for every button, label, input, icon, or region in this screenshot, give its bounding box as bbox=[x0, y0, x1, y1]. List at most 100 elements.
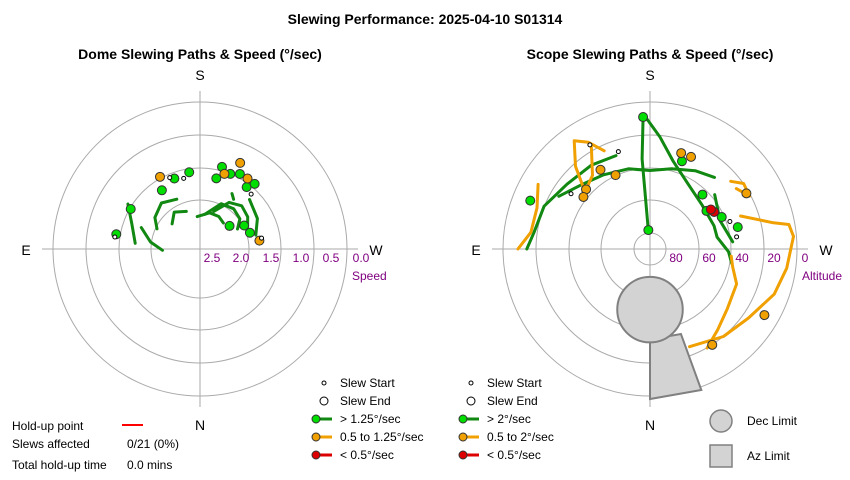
radial-tick-label: 0 bbox=[802, 251, 809, 265]
slew-path bbox=[203, 202, 242, 231]
slew-path bbox=[572, 139, 606, 198]
legend-end-symbol bbox=[319, 396, 329, 406]
slew-path bbox=[170, 209, 188, 226]
slew-path bbox=[640, 115, 650, 232]
legend-label: Slew End bbox=[340, 394, 391, 408]
legend-label: Az Limit bbox=[747, 449, 790, 463]
az-limit-wedge bbox=[649, 332, 703, 401]
scope-cardinal-bottom: N bbox=[645, 417, 655, 433]
slew-speed-marker bbox=[219, 168, 230, 179]
radial-tick-label: 1.5 bbox=[263, 251, 280, 265]
slew-path bbox=[516, 182, 540, 251]
dome-legend: Slew Start Slew End > 1.25°/sec 0.5 to 1.25… bbox=[311, 376, 424, 462]
slew-speed-marker bbox=[741, 188, 752, 199]
slew-end-marker bbox=[568, 191, 574, 197]
legend-dot-symbol bbox=[311, 450, 321, 460]
slew-end-marker bbox=[181, 175, 187, 181]
slew-path bbox=[643, 115, 734, 265]
legend-dec-limit-symbol bbox=[709, 409, 733, 433]
slew-path bbox=[525, 154, 618, 251]
radial-tick-label: 20 bbox=[767, 251, 781, 265]
dome-radial-ticks: 2.5 2.0 1.5 1.0 0.5 0.0 bbox=[204, 251, 370, 265]
dome-panel-title: Dome Slewing Paths & Speed (°/sec) bbox=[78, 46, 322, 62]
legend-dot-symbol bbox=[458, 450, 468, 460]
legend-label: Slew End bbox=[487, 394, 538, 408]
legend-label: > 2°/sec bbox=[487, 412, 531, 426]
slew-speed-marker bbox=[211, 173, 222, 184]
slew-speed-marker bbox=[242, 173, 253, 184]
dome-cardinal-left: E bbox=[21, 242, 30, 258]
slew-speed-marker bbox=[676, 156, 687, 167]
legend-dot-symbol bbox=[311, 414, 321, 424]
slew-path bbox=[195, 211, 225, 225]
slew-path bbox=[705, 254, 739, 350]
radial-tick-label: 40 bbox=[735, 251, 749, 265]
dome-cardinal-right: W bbox=[369, 242, 383, 258]
legend-start-symbol bbox=[468, 380, 474, 386]
legend-label: Slew Start bbox=[487, 376, 542, 390]
dome-polar-grid bbox=[42, 91, 358, 407]
legend-label: 0.5 to 2°/sec bbox=[487, 430, 554, 444]
scope-cardinal-left: E bbox=[471, 242, 480, 258]
dec-limit-circle bbox=[616, 275, 684, 344]
slew-speed-marker bbox=[707, 339, 718, 350]
scope-panel: Scope Slewing Paths & Speed (°/sec) 80 60… bbox=[471, 46, 842, 433]
slew-speed-marker bbox=[759, 310, 770, 321]
slew-speed-marker bbox=[732, 222, 743, 233]
slew-speed-marker bbox=[697, 189, 708, 200]
slew-speed-marker bbox=[235, 157, 246, 168]
radial-tick-label: 2.5 bbox=[204, 251, 221, 265]
dome-slew-paths bbox=[126, 192, 259, 252]
slew-speed-marker bbox=[224, 220, 235, 231]
slew-speed-marker bbox=[125, 204, 136, 214]
legend-label: 0.5 to 1.25°/sec bbox=[340, 430, 424, 444]
radial-tick-label: 2.0 bbox=[233, 251, 250, 265]
slew-end-marker bbox=[248, 191, 254, 197]
slew-speed-marker bbox=[249, 178, 260, 189]
legend-label: < 0.5°/sec bbox=[340, 448, 394, 462]
scope-panel-title: Scope Slewing Paths & Speed (°/sec) bbox=[527, 46, 774, 62]
slews-affected-value: 0/21 (0%) bbox=[127, 437, 179, 451]
slew-speed-marker bbox=[716, 212, 727, 223]
total-holdup-value: 0.0 mins bbox=[127, 458, 172, 472]
slew-end-marker bbox=[112, 234, 118, 240]
legend-az-limit-symbol bbox=[709, 444, 733, 468]
slew-speed-marker bbox=[610, 170, 621, 181]
holdup-info: Hold-up point Slews affected 0/21 (0%) T… bbox=[12, 419, 179, 472]
legend-dot-symbol bbox=[458, 432, 468, 442]
slew-path bbox=[248, 198, 259, 237]
slew-speed-marker bbox=[638, 112, 649, 123]
slew-end-marker bbox=[727, 218, 733, 224]
legend-dot-symbol bbox=[458, 414, 468, 424]
holdup-point-label: Hold-up point bbox=[12, 419, 84, 433]
scope-slew-paths bbox=[516, 115, 795, 350]
slew-speed-marker bbox=[525, 195, 536, 206]
slew-path bbox=[153, 197, 179, 231]
radial-tick-label: 1.0 bbox=[293, 251, 310, 265]
legend-dot-symbol bbox=[311, 432, 321, 442]
scope-legend: Slew Start Slew End > 2°/sec 0.5 to 2°/sec <… bbox=[458, 376, 554, 462]
dome-cardinal-top: S bbox=[195, 67, 204, 83]
legend-label: > 1.25°/sec bbox=[340, 412, 401, 426]
slew-speed-marker bbox=[578, 191, 589, 202]
radial-tick-label: 80 bbox=[669, 251, 683, 265]
slew-end-marker bbox=[259, 235, 265, 241]
slew-speed-marker bbox=[184, 167, 195, 178]
slew-speed-marker bbox=[239, 220, 250, 231]
slew-end-marker bbox=[167, 175, 173, 181]
scope-limits bbox=[616, 275, 703, 401]
legend-label: Slew Start bbox=[340, 376, 395, 390]
slew-speed-marker bbox=[643, 225, 654, 236]
slew-path bbox=[688, 214, 795, 349]
slew-end-marker bbox=[615, 149, 621, 155]
scope-slew-markers bbox=[525, 112, 770, 350]
dome-slew-markers bbox=[111, 157, 265, 246]
dome-radial-axis-label: Speed bbox=[352, 269, 387, 283]
dome-panel: Dome Slewing Paths & Speed (°/sec) 2.5 2.… bbox=[21, 46, 386, 433]
slew-speed-marker bbox=[705, 204, 716, 215]
scope-radial-axis-label: Altitude bbox=[802, 269, 842, 283]
radial-tick-label: 0.5 bbox=[323, 251, 340, 265]
slew-speed-marker bbox=[234, 168, 245, 179]
legend-label: Dec Limit bbox=[747, 414, 798, 428]
